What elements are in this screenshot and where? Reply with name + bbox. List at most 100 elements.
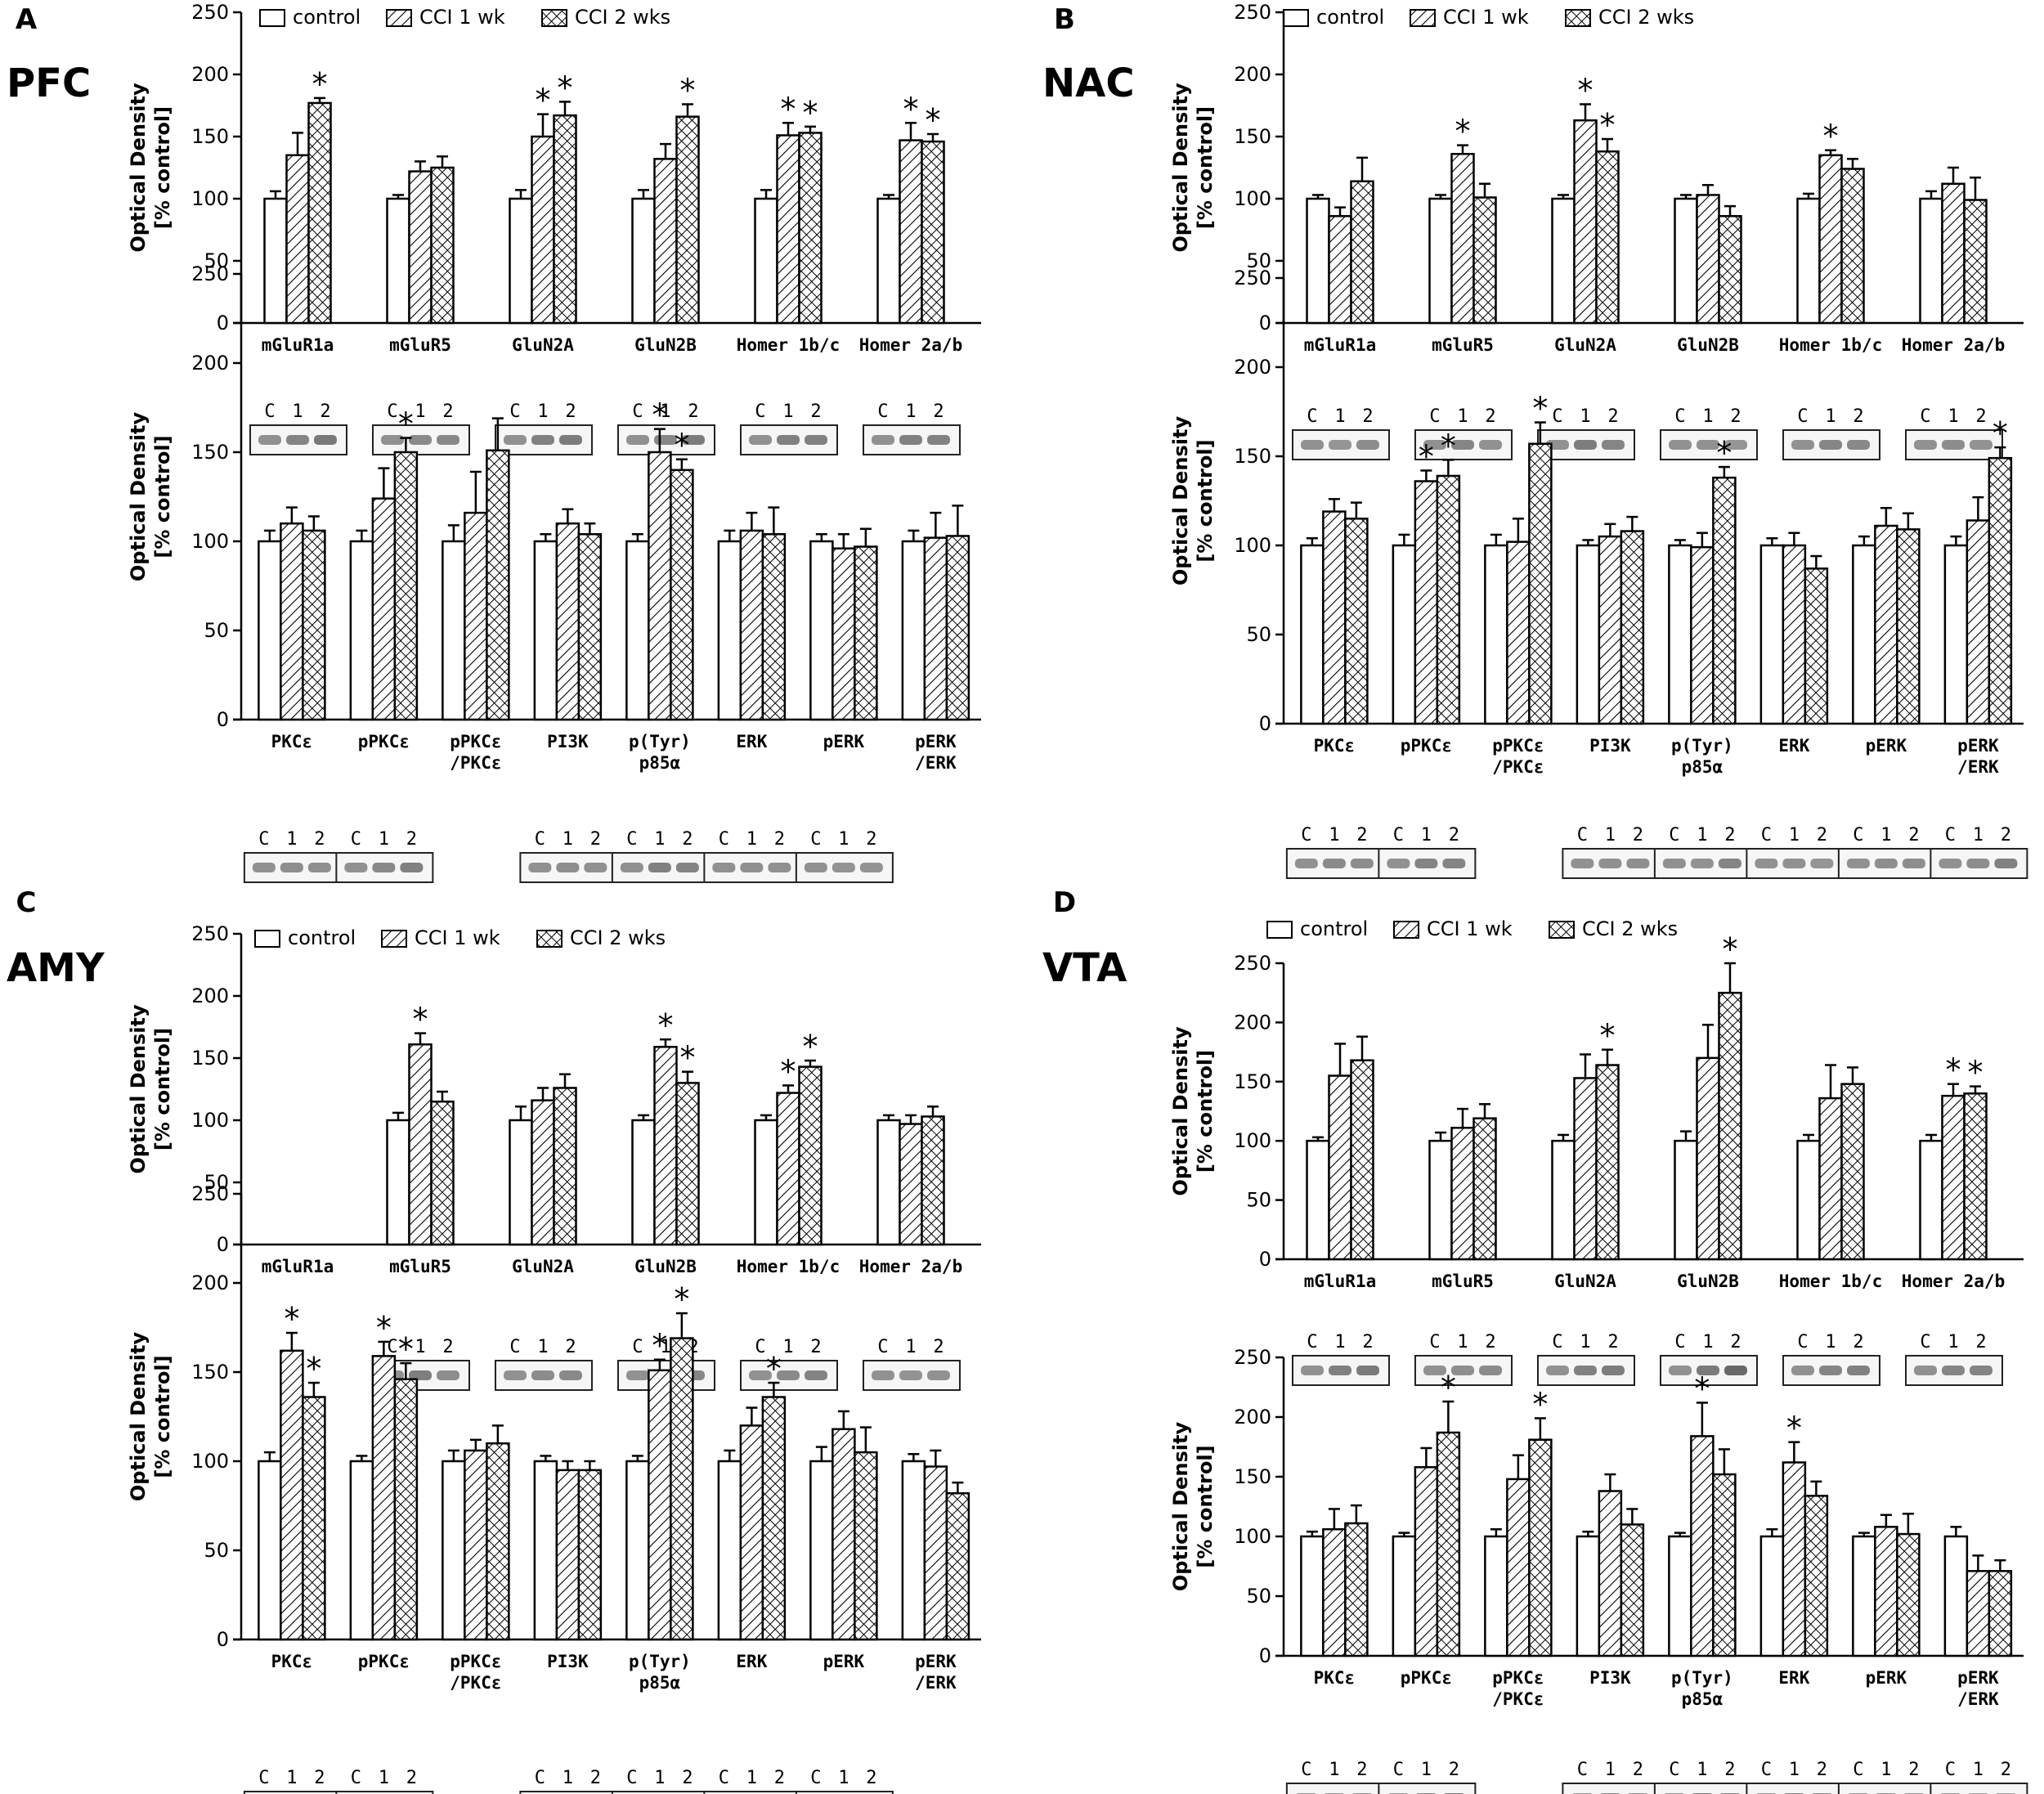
category-label: PKCε	[1314, 736, 1356, 756]
category-label: mGluR1a	[262, 1257, 334, 1276]
blot-lane-label: C	[535, 829, 545, 850]
category-label: mGluR5	[389, 1257, 451, 1276]
bar-control	[533, 540, 558, 721]
category-label: pERK	[1866, 736, 1907, 756]
blot-band	[1574, 440, 1597, 450]
y-tick-label: 150	[191, 125, 229, 148]
region-title: NAC	[1042, 61, 1135, 106]
blot-lane-label: 2	[1633, 1760, 1643, 1780]
blot-band	[927, 1370, 950, 1380]
bar-cci-2wks	[393, 1378, 419, 1641]
category-label: ERK	[736, 1652, 767, 1671]
legend-label-cci-2wks: CCI 2 wks	[575, 6, 670, 29]
category-label: GluN2A	[1554, 335, 1616, 355]
y-tick-label: 0	[217, 1628, 229, 1651]
y-axis-label-unit: [% control]	[151, 1355, 174, 1478]
significance-star: *	[1946, 1052, 1961, 1088]
blot-lane-label: 2	[590, 829, 601, 850]
bar-control	[625, 540, 650, 721]
legend-label-cci-2wks: CCI 2 wks	[1598, 6, 1694, 29]
y-tick-label: 100	[191, 1109, 229, 1132]
category-label: mGluR5	[389, 335, 451, 355]
bar-cci-1wk	[280, 522, 304, 721]
bar-control	[258, 540, 282, 721]
blot-lane-label: 2	[1449, 825, 1459, 845]
blot-band	[1697, 440, 1719, 450]
blot-lane-label: 2	[314, 1768, 325, 1788]
bar-cci-2wks	[1712, 476, 1737, 725]
blot-lane-label: C	[632, 1337, 643, 1357]
blot-lane-label: 2	[682, 829, 693, 850]
blot-lane-label: 1	[1457, 406, 1468, 427]
significance-star: *	[903, 91, 919, 127]
blot-band	[1626, 859, 1650, 868]
category-label: Homer 2a/b	[1902, 335, 2005, 355]
blot-band	[1356, 1366, 1379, 1375]
panel-c: C AMY control CCI 1 wk CCI 2 wks	[7, 886, 666, 991]
bar-cci-2wks	[430, 166, 455, 325]
blot-lane-label: 1	[838, 1768, 849, 1788]
blot-band	[1697, 1366, 1719, 1375]
legend: control CCI 1 wk CCI 2 wks	[254, 926, 666, 949]
chart-amy-bottom: 0 50 100 150 200 250 Optical Density [% control…	[127, 1182, 981, 1794]
blot-lane-label: 2	[1817, 1760, 1827, 1780]
category-label: ERK	[736, 732, 767, 751]
blot-band	[531, 1370, 554, 1380]
chart-pfc-top: 0 50 100 150 200 250 Optical Density [% control…	[127, 1, 981, 455]
blot-lane-label: 2	[2001, 1760, 2011, 1780]
significance-star: *	[558, 70, 573, 105]
blot-lane-label: 1	[1825, 1332, 1836, 1352]
significance-star: *	[1992, 415, 2008, 451]
blot-lane-label: C	[1945, 825, 1956, 845]
blot-band	[712, 863, 736, 872]
blot-lane-label: 2	[1908, 825, 1919, 845]
blot-lane-label: C	[1853, 825, 1863, 845]
legend-label-control: control	[1316, 6, 1384, 29]
category-label: pPKCε	[1401, 1668, 1452, 1688]
bar-cci-2wks	[302, 529, 326, 721]
y-tick-label: 100	[1234, 1525, 1271, 1548]
blot-lane-label: 1	[1329, 1760, 1339, 1780]
bar-control	[1668, 544, 1692, 725]
blot-lane-label: 2	[1908, 1760, 1919, 1780]
category-label: pPKCε	[358, 732, 410, 751]
y-tick-label: 250	[191, 1182, 229, 1205]
y-tick-label: 100	[1234, 1129, 1271, 1152]
significance-star: *	[312, 66, 328, 102]
blot-band	[286, 435, 309, 445]
legend-swatch-cci-1wk	[1410, 9, 1436, 27]
significance-star: *	[781, 1053, 796, 1089]
bar-cci-2wks	[1718, 215, 1742, 325]
blot-lane-label: C	[535, 1768, 545, 1788]
blot-lane-label: C	[877, 1337, 888, 1357]
bar-control	[631, 1119, 656, 1246]
legend-label-cci-1wk: CCI 1 wk	[1443, 6, 1529, 29]
blot-band	[1724, 440, 1747, 450]
category-label: /PKCε	[1492, 1689, 1544, 1709]
significance-star: *	[680, 72, 696, 108]
category-label: /PKCε	[450, 1673, 501, 1693]
bar-cci-2wks	[486, 1442, 510, 1641]
blot-lane-label: C	[1853, 1760, 1863, 1780]
blot-lane-label: C	[1761, 825, 1772, 845]
y-axis-label: Optical Density	[127, 1332, 150, 1502]
category-label: /PKCε	[1492, 757, 1544, 777]
blot-band	[372, 863, 396, 872]
bar-cci-1wk	[408, 1043, 433, 1246]
blot-band	[1902, 859, 1925, 868]
bar-control	[386, 1119, 410, 1246]
category-label: pERK	[915, 732, 957, 751]
y-tick-label: 200	[1234, 1011, 1271, 1034]
category-label: PI3K	[1589, 736, 1631, 756]
bar-control	[1674, 197, 1698, 325]
bar-control	[1300, 1535, 1325, 1657]
bar-cci-1wk	[1941, 182, 1966, 325]
blot-band	[1329, 440, 1351, 450]
blot-lane-label: 1	[1697, 825, 1707, 845]
blot-band	[504, 435, 527, 445]
blot-lane-label: 2	[565, 401, 576, 422]
bar-cci-1wk	[280, 1349, 304, 1641]
blot-band	[1942, 1366, 1965, 1375]
